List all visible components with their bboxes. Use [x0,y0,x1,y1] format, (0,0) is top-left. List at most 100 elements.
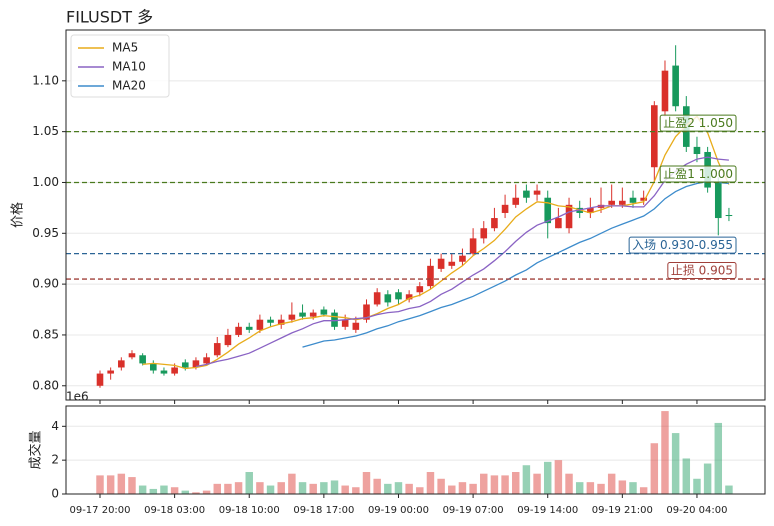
offset-label: 1e6 [66,390,89,404]
candle-body [437,258,445,269]
y-tick-label: 0.95 [32,226,59,240]
level-label: 入场 0.930-0.955 [632,238,733,252]
x-tick-label: 09-20 04:00 [666,505,727,516]
volume-bar [266,485,275,494]
candle-body [512,197,520,205]
x-tick-label: 09-17 20:00 [69,505,130,516]
level-box [659,165,737,183]
candle-body [320,309,328,315]
candle-body [213,343,221,356]
candle-body [224,334,232,346]
volume-bar [298,482,307,494]
volume-bar [138,485,147,494]
plot-frame [65,29,766,401]
x-tick-label: 09-18 03:00 [144,505,205,516]
candle-body [309,312,317,317]
candle-body [608,200,615,205]
candle-body [352,322,360,330]
volume-bar [607,473,616,494]
x-tick-label: 09-19 21:00 [592,505,653,516]
level-box [628,236,737,254]
volume-bar [384,483,392,494]
volume-bar [309,483,317,494]
candle-body [629,197,637,203]
candle-body [619,200,626,205]
volume-bar [394,482,403,494]
candle-body [245,326,253,330]
volume-bar [341,485,349,494]
candle-body [501,204,509,213]
level-label: 止损 0.905 [671,264,733,278]
volume-bar [330,480,339,494]
volume-axis-label: 成交量 [28,430,44,469]
candle-body [725,215,733,217]
candle-body [384,294,392,303]
volume-bar [469,483,477,494]
level-tag: 入场 0.930-0.955 [628,236,737,254]
volume-bar [543,461,552,494]
legend-box [70,34,170,98]
candle-body [288,314,296,320]
candle-body [235,326,242,335]
ma-line [142,115,730,370]
y-tick-label: 1.00 [32,175,59,189]
volume-bar [224,483,232,494]
ma-line [302,180,729,348]
volume-bar [448,485,456,494]
volume-bar [181,490,190,494]
volume-bar [117,473,126,494]
volume-bar [416,487,424,494]
candle-body [171,367,178,374]
candle-body [118,360,125,368]
volume-bar [639,487,648,494]
candle-body [544,197,552,224]
y-tick-label: 2 [51,453,59,467]
candle-body [203,357,210,364]
candle-body [416,286,424,293]
candle-body [651,105,658,168]
candle-body [661,70,669,112]
candle-body [533,190,541,195]
candle-body [149,363,157,371]
y-tick-label: 0.80 [32,378,59,392]
candle-body [363,304,370,320]
volume-bar [458,482,467,494]
volume-bar [650,443,659,494]
volume-bar [575,482,584,494]
volume-bar [405,483,413,494]
level-label: 止盈2 1.050 [663,116,733,130]
candle-body [523,190,530,198]
y-axis-label: 价格 [10,202,26,228]
y-tick-label: 0.90 [32,277,59,291]
candle-body [96,373,104,386]
x-tick-label: 09-19 14:00 [517,505,578,516]
candle-body [128,353,136,358]
candle-body [587,207,594,213]
candle-body [672,65,679,107]
volume-bar [597,483,605,494]
volume-bar [671,433,680,494]
volume-bar [256,482,264,494]
volume-bar [501,475,509,494]
candle-body [693,146,701,155]
legend-label: MA10 [112,60,146,74]
volume-bar [234,482,243,494]
candle-body [331,312,338,327]
volume-bar [512,472,520,494]
volume-bar [170,487,179,494]
volume-bar [586,482,595,494]
level-box [659,114,737,132]
volume-bar [629,482,637,494]
candle-body [565,204,573,229]
y-tick-label: 4 [51,419,59,433]
candle-body [555,218,562,229]
volume-bar [522,465,531,494]
candle-body [192,360,200,368]
candle-body [459,255,466,262]
y-tick-label: 1.10 [32,73,59,87]
candle-body [160,370,168,374]
volume-bar [490,475,499,494]
volume-bar [426,472,435,494]
volume-bar [682,458,691,494]
